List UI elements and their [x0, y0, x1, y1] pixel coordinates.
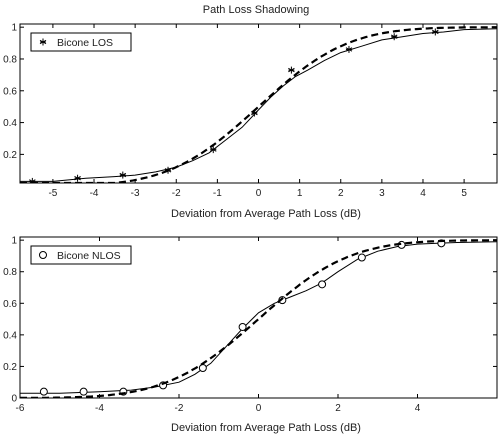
y-tick-label: 0.4 — [3, 330, 17, 341]
chart-title: Path Loss Shadowing — [203, 4, 309, 16]
asterisk-marker — [345, 45, 353, 53]
asterisk-marker — [29, 177, 36, 183]
circle-marker — [357, 253, 366, 262]
y-tick-label: 1 — [11, 23, 17, 34]
legend-box — [30, 32, 132, 52]
legend-label: Bicone LOS — [57, 37, 113, 49]
x-tick-label: 1 — [297, 188, 303, 199]
x-tick-label: -6 — [16, 403, 25, 414]
plot-series — [20, 26, 497, 183]
circle-marker — [238, 322, 247, 331]
y-tick-label: 0.6 — [3, 86, 17, 97]
x-tick-label: 4 — [420, 188, 426, 199]
asterisk-marker — [74, 174, 81, 182]
y-tick-label: 0 — [11, 394, 17, 405]
measured-cdf-line — [20, 28, 497, 182]
fit-curve-dashed — [20, 239, 497, 398]
x-tick-label: 2 — [335, 403, 341, 414]
y-tick-label: 0.8 — [3, 267, 17, 278]
legend-circle-marker — [39, 251, 47, 259]
x-tick-label: 4 — [415, 403, 421, 414]
asterisk-marker — [209, 146, 217, 154]
x-tick-label: -4 — [90, 188, 99, 199]
x-tick-label: 2 — [338, 188, 344, 199]
y-tick-label: 0.2 — [3, 362, 17, 373]
y-tick-label: 0.6 — [3, 299, 17, 310]
legend: Bicone LOS — [30, 32, 132, 52]
asterisk-marker — [288, 66, 295, 74]
y-tick-label: 0.4 — [3, 118, 17, 129]
legend-asterisk-marker — [39, 38, 47, 46]
x-tick-label: -2 — [172, 188, 181, 199]
circle-marker — [39, 387, 48, 396]
y-tick-label: 1 — [11, 236, 17, 247]
x-tick-label: 3 — [379, 188, 385, 199]
circle-marker — [79, 387, 88, 396]
asterisk-marker — [390, 33, 398, 41]
legend: Bicone NLOS — [30, 245, 132, 265]
fit-curve-dashed — [20, 26, 497, 183]
asterisk-marker — [432, 28, 439, 36]
chart-panel-nlos: -6 -4 -2 0 2 4 0 0.2 0.4 0.6 0.8 1 Bicone NLOS — [3, 236, 498, 414]
plot-series — [20, 239, 497, 398]
asterisk-marker — [119, 171, 127, 179]
x-tick-label: -3 — [131, 188, 140, 199]
legend-box — [30, 245, 132, 265]
circle-marker — [198, 364, 207, 373]
legend-label: Bicone NLOS — [57, 250, 121, 262]
x-tick-label: -2 — [175, 403, 184, 414]
x-tick-label: -4 — [95, 403, 104, 414]
y-tick-label: 0.2 — [3, 150, 17, 161]
y-tick-label: 0.8 — [3, 54, 17, 65]
circle-marker — [318, 280, 327, 289]
chart-panel-los: -5 -4 -3 -2 -1 0 1 2 3 4 5 0.2 0.4 0.6 0.8 1 Bicone LOS — [3, 23, 498, 199]
x-tick-label: -5 — [48, 188, 57, 199]
x-axis-label-bottom: Deviation from Average Path Loss (dB) — [171, 422, 361, 434]
x-tick-label: 0 — [256, 188, 262, 199]
x-tick-label: -1 — [213, 188, 222, 199]
x-axis-label-top: Deviation from Average Path Loss (dB) — [171, 208, 361, 220]
x-tick-label: 0 — [256, 403, 262, 414]
x-tick-label: 5 — [461, 188, 467, 199]
